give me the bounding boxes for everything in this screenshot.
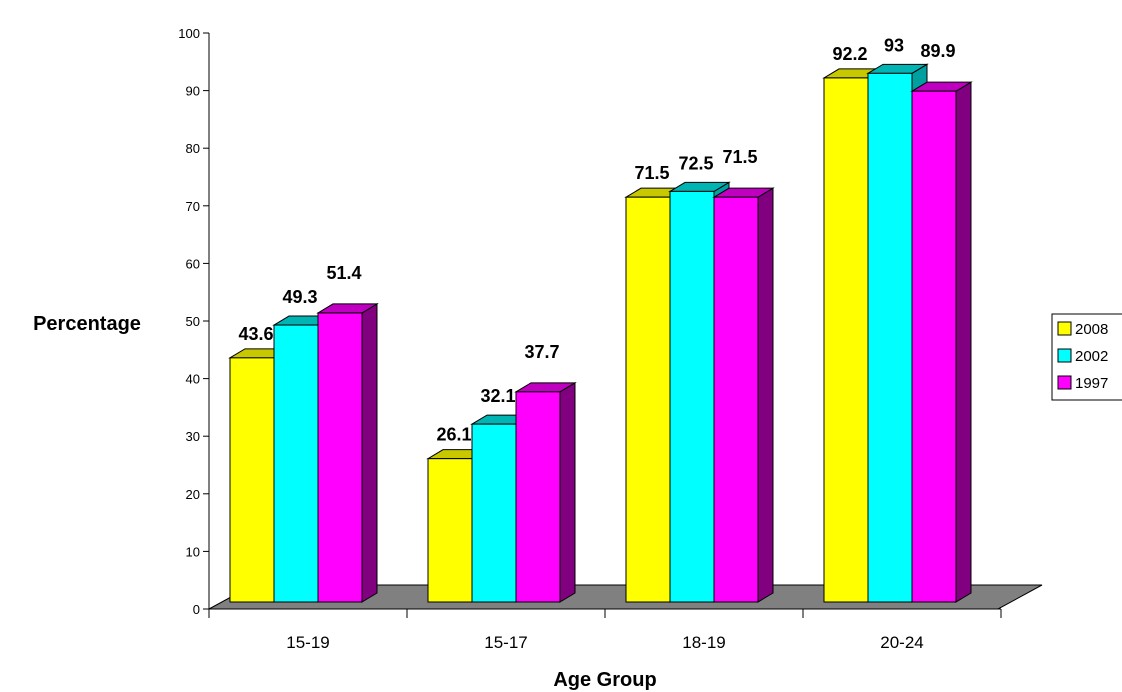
bar-side [559, 381, 576, 603]
legend-label: 1997 [1075, 375, 1108, 392]
bar-1997-20-24 [910, 81, 973, 603]
legend-item-1997: 1997 [1057, 375, 1108, 392]
x-tick-label: 15-17 [484, 633, 527, 652]
legend: 2008 2002 1997 [1051, 313, 1122, 401]
data-label: 93 [884, 35, 904, 55]
data-label: 26.1 [436, 425, 471, 445]
bar-1997-15-19 [316, 303, 379, 603]
legend-label: 2002 [1075, 348, 1108, 365]
y-tick-label: 30 [186, 429, 200, 444]
legend-label: 2008 [1075, 321, 1108, 338]
bars [228, 63, 973, 603]
x-axis: 15-19 15-17 18-19 20-24 [208, 608, 1002, 652]
data-label: 71.5 [634, 163, 669, 183]
y-tick-label: 60 [186, 256, 200, 271]
data-label: 71.5 [722, 147, 757, 167]
y-tick-label: 40 [186, 372, 200, 387]
bar-1997-18-19 [712, 187, 775, 603]
data-label: 89.9 [920, 41, 955, 61]
legend-swatch [1057, 348, 1072, 363]
legend-item-2008: 2008 [1057, 321, 1108, 338]
y-tick-label: 0 [193, 602, 200, 617]
y-tick-label: 20 [186, 487, 200, 502]
data-label: 32.1 [480, 386, 515, 406]
data-label: 72.5 [678, 153, 713, 173]
legend-swatch [1057, 375, 1072, 390]
y-tick-label: 10 [186, 544, 200, 559]
bar-front [317, 312, 363, 603]
bar-front [867, 72, 913, 603]
x-tick-label: 20-24 [880, 633, 923, 652]
bar-side [757, 187, 774, 603]
x-tick-label: 18-19 [682, 633, 725, 652]
bar-front [515, 391, 561, 603]
data-label: 51.4 [326, 263, 361, 283]
y-tick-label: 80 [186, 141, 200, 156]
bar-front [229, 357, 275, 603]
data-label: 49.3 [282, 287, 317, 307]
bar-front [427, 458, 473, 603]
data-label: 92.2 [832, 44, 867, 64]
bar-front [713, 196, 759, 603]
y-tick-label: 100 [178, 26, 200, 41]
bar-side [955, 81, 972, 603]
bar-front [273, 324, 319, 603]
bar-front [669, 190, 715, 603]
bar-front [823, 77, 869, 603]
data-labels: 43.6 49.3 51.4 26.1 32.1 37.7 71.5 72.5 71.5 92.2… [238, 35, 955, 444]
bar-1997-15-17 [514, 381, 577, 603]
x-tick-label: 15-19 [286, 633, 329, 652]
x-axis-title: Age Group [553, 669, 656, 691]
legend-swatch [1057, 321, 1072, 336]
legend-item-2002: 2002 [1057, 348, 1108, 365]
y-axis: 0 10 20 30 40 50 60 70 80 90 100 [178, 26, 210, 617]
bar-front [471, 423, 517, 603]
data-label: 37.7 [524, 342, 559, 362]
bar-side [361, 303, 378, 603]
y-tick-label: 90 [186, 84, 200, 99]
bar-front [625, 196, 671, 603]
bar-front [911, 90, 957, 603]
data-label: 43.6 [238, 324, 273, 344]
y-tick-label: 70 [186, 199, 200, 214]
y-tick-label: 50 [186, 314, 200, 329]
y-axis-title: Percentage [33, 313, 141, 335]
